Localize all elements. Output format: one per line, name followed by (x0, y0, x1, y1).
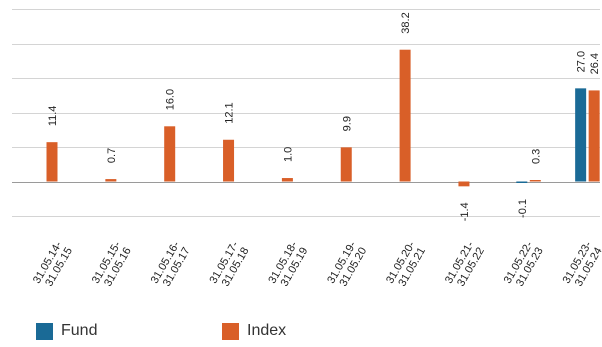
x-tick-label-0: 31.05.14-31.05.15 (31, 239, 75, 292)
value-label-fund-9: 27.0 (576, 51, 588, 72)
bar-index-0 (47, 142, 58, 181)
legend-label-fund: Fund (61, 322, 97, 340)
value-label-index-2: 16.0 (165, 89, 177, 110)
bar-index-5 (341, 147, 352, 181)
bar-index-3 (223, 140, 234, 182)
bar-index-6 (400, 50, 411, 182)
bar-index-7 (458, 182, 469, 187)
bar-fund-9 (575, 88, 586, 181)
value-label-fund-8: -0.1 (517, 199, 529, 218)
x-tick-label-3: 31.05.17-31.05.18 (208, 239, 252, 292)
bars (47, 50, 600, 187)
x-tick-label-2: 31.05.16-31.05.17 (149, 239, 193, 292)
bar-index-9 (589, 90, 600, 181)
x-tick-label-8: 31.05.22-31.05.23 (502, 239, 546, 292)
value-label-index-6: 38.2 (400, 12, 412, 33)
legend-label-index: Index (247, 322, 286, 340)
legend-item-fund: Fund (36, 321, 97, 341)
x-tick-label-9: 31.05.23-31.05.24 (561, 239, 602, 292)
value-label-index-4: 1.0 (282, 147, 294, 162)
value-label-index-8: 0.3 (530, 149, 542, 164)
legend-swatch-index (222, 323, 239, 340)
x-tick-labels: 31.05.14-31.05.15 31.05.15-31.05.16 31.05.… (31, 239, 602, 292)
bar-index-8 (530, 180, 541, 182)
bar-fund-8 (516, 182, 527, 184)
value-label-index-7: -1.4 (459, 202, 471, 221)
gridlines (12, 10, 600, 217)
value-label-index-3: 12.1 (224, 102, 236, 123)
value-label-index-9: 26.4 (589, 53, 601, 74)
value-label-index-0: 11.4 (47, 106, 59, 127)
x-tick-label-5: 31.05.19-31.05.20 (325, 239, 369, 292)
value-labels: 11.4 0.7 16.0 12.1 1.0 9.9 38.2 -1.4 -0.1 0.3 27.0… (47, 12, 601, 221)
value-label-index-5: 9.9 (341, 116, 353, 131)
value-label-index-1: 0.7 (106, 148, 118, 163)
bar-index-4 (282, 178, 293, 181)
legend-swatch-fund (36, 323, 53, 340)
x-tick-label-6: 31.05.20-31.05.21 (384, 239, 428, 292)
legend-item-index: Index (222, 321, 286, 341)
x-tick-label-1: 31.05.15-31.05.16 (90, 239, 134, 292)
bar-index-2 (164, 126, 175, 181)
bar-index-1 (105, 179, 116, 181)
x-tick-label-7: 31.05.21-31.05.22 (443, 239, 487, 292)
x-tick-label-4: 31.05.18-31.05.19 (266, 239, 310, 292)
bar-chart: 11.4 0.7 16.0 12.1 1.0 9.9 38.2 -1.4 -0.1 0.3 27.0… (0, 0, 602, 320)
